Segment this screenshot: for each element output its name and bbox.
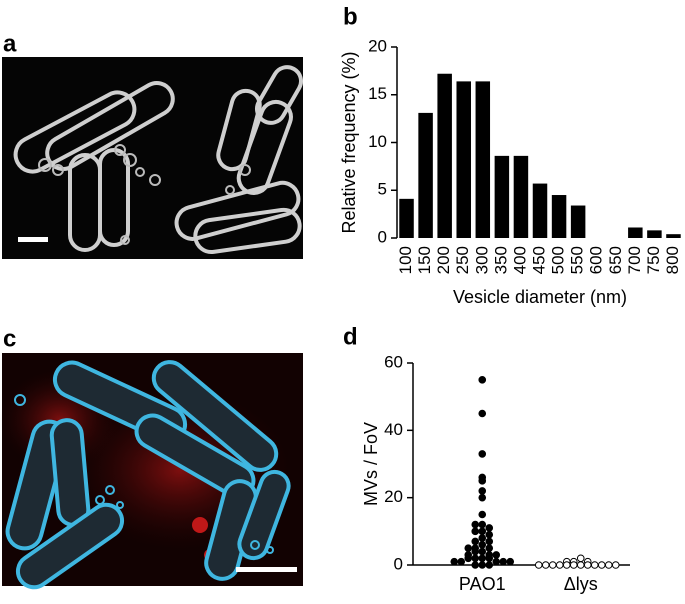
x-tick-label: 550 xyxy=(568,246,587,274)
x-tick-label: 650 xyxy=(606,246,625,274)
data-point xyxy=(471,561,480,569)
data-point xyxy=(492,551,501,559)
data-point xyxy=(506,557,515,566)
data-point xyxy=(478,510,487,519)
x-tick-label: 150 xyxy=(415,246,434,274)
data-point xyxy=(478,477,487,485)
data-point xyxy=(485,524,494,532)
y-tick-label: 40 xyxy=(384,420,403,439)
data-point xyxy=(478,541,487,549)
data-point xyxy=(478,409,487,418)
micrograph-c xyxy=(0,353,303,590)
panel-label: c xyxy=(3,325,16,352)
data-point xyxy=(478,376,487,384)
data-point xyxy=(478,493,487,502)
bar xyxy=(570,205,586,238)
data-point xyxy=(499,557,508,566)
data-point xyxy=(478,527,487,536)
y-tick-label: 0 xyxy=(394,554,403,573)
data-point xyxy=(485,561,494,569)
y-axis-label: MVs / FoV xyxy=(361,422,381,506)
data-point xyxy=(478,450,487,458)
data-point xyxy=(464,544,473,552)
data-point xyxy=(478,520,487,529)
x-tick-label: 200 xyxy=(434,246,453,274)
x-tick-label: 300 xyxy=(472,246,491,274)
data-point xyxy=(576,561,585,569)
data-point xyxy=(478,487,487,495)
data-point xyxy=(478,561,487,569)
data-point xyxy=(555,561,564,569)
x-tick-label: 450 xyxy=(529,246,548,274)
x-tick-label: Δlys xyxy=(564,574,598,594)
data-point xyxy=(478,554,487,563)
x-tick-label: 600 xyxy=(587,246,606,274)
bar xyxy=(532,183,548,238)
panel-label: d xyxy=(343,323,358,350)
data-point xyxy=(471,527,480,536)
y-tick-label: 10 xyxy=(368,132,387,151)
data-point xyxy=(485,544,494,552)
panel-label: b xyxy=(343,3,358,30)
data-point xyxy=(548,561,557,569)
y-tick-label: 20 xyxy=(368,36,387,55)
data-point xyxy=(569,561,578,569)
data-point xyxy=(485,530,494,539)
bar xyxy=(418,112,433,238)
data-point xyxy=(471,554,480,563)
data-point xyxy=(590,561,599,569)
bar xyxy=(494,155,510,238)
data-point xyxy=(576,554,585,563)
x-tick-label: 250 xyxy=(453,246,472,274)
bar xyxy=(475,81,491,238)
bar xyxy=(399,198,414,238)
x-tick-label: 750 xyxy=(644,246,663,274)
data-point xyxy=(464,554,473,563)
y-tick-label: 60 xyxy=(384,352,403,371)
data-point xyxy=(541,561,550,569)
bar xyxy=(456,81,471,238)
data-point xyxy=(583,561,592,569)
data-point xyxy=(457,557,466,566)
y-tick-label: 5 xyxy=(378,180,387,199)
x-tick-label: 350 xyxy=(491,246,510,274)
data-point xyxy=(478,534,487,542)
x-tick-label: 100 xyxy=(396,246,415,274)
x-tick-label: 500 xyxy=(549,246,568,274)
bar xyxy=(647,230,662,238)
data-point xyxy=(485,537,494,546)
data-point xyxy=(604,561,613,569)
data-point xyxy=(471,547,480,556)
bar xyxy=(513,155,529,238)
y-axis-label: Relative frequency (%) xyxy=(339,51,359,233)
panel-label: a xyxy=(3,30,17,57)
x-tick-label: 700 xyxy=(625,246,644,274)
bar xyxy=(437,73,452,239)
x-tick-label: 400 xyxy=(510,246,529,274)
y-tick-label: 20 xyxy=(384,487,403,506)
y-tick-label: 0 xyxy=(378,227,387,246)
bar xyxy=(666,234,681,238)
micrograph-a xyxy=(2,57,303,259)
x-tick-label: 800 xyxy=(663,246,682,274)
x-tick-label: PAO1 xyxy=(459,574,506,594)
data-point xyxy=(611,561,620,569)
data-point xyxy=(471,520,480,529)
data-point xyxy=(562,561,571,569)
data-point xyxy=(485,554,494,563)
y-tick-label: 15 xyxy=(368,84,387,103)
data-point xyxy=(597,561,606,569)
x-axis-label: Vesicle diameter (nm) xyxy=(453,287,627,307)
data-point xyxy=(492,557,501,566)
data-point xyxy=(534,561,543,569)
bar xyxy=(628,227,643,238)
data-point xyxy=(478,547,487,556)
data-point xyxy=(450,557,459,566)
data-point xyxy=(471,537,480,546)
bar xyxy=(551,195,567,238)
